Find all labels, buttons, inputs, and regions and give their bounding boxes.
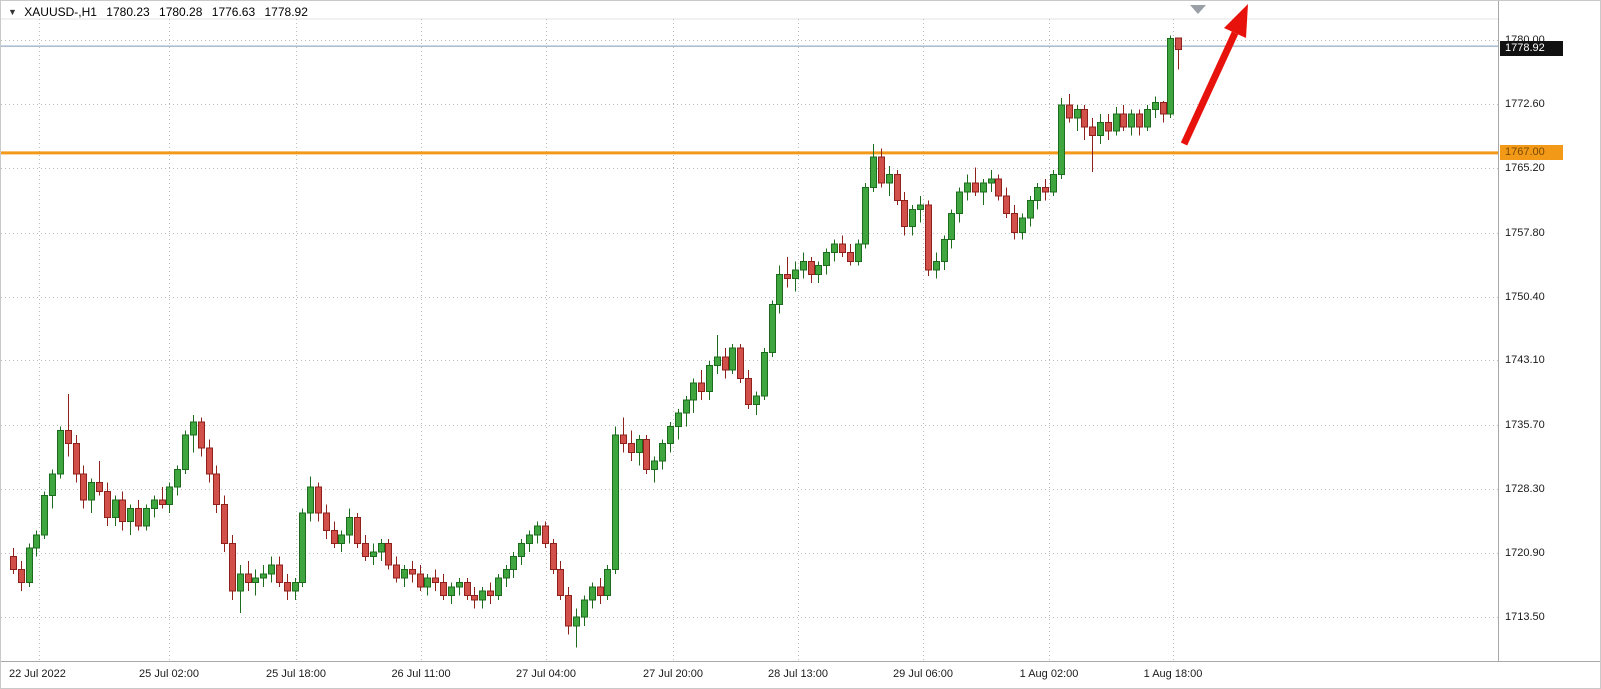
chart-canvas[interactable] (1, 1, 1498, 661)
price-axis[interactable]: 1780.00 1772.60 1765.20 1757.80 1750.40 1743.… (1498, 1, 1600, 661)
ohlc-open: 1780.23 (106, 5, 150, 19)
time-axis-label: 1 Aug 02:00 (1019, 668, 1079, 680)
price-axis-label: 1720.90 (1505, 546, 1545, 559)
time-axis-label: 1 Aug 18:00 (1143, 668, 1203, 680)
time-axis-label: 28 Jul 13:00 (768, 668, 828, 680)
time-axis-label: 22 Jul 2022 (9, 668, 66, 680)
price-axis-label: 1750.40 (1505, 290, 1545, 303)
trend-arrow-head-icon (1224, 4, 1248, 38)
price-axis-label: 1735.70 (1505, 418, 1545, 431)
symbol-dropdown-icon: ▼ (8, 7, 17, 17)
time-axis-label: 26 Jul 11:00 (391, 668, 451, 680)
price-axis-label: 1743.10 (1505, 354, 1545, 367)
time-axis[interactable]: 22 Jul 2022 25 Jul 02:00 25 Jul 18:00 26 Ju… (1, 661, 1600, 688)
candlestick-series (10, 35, 1182, 648)
time-axis-label: 27 Jul 04:00 (516, 668, 576, 680)
ohlc-low: 1776.63 (211, 5, 256, 19)
time-axis-label: 25 Jul 02:00 (139, 668, 199, 680)
hline-price-badge: 1767.00 (1500, 144, 1563, 160)
time-axis-label: 27 Jul 20:00 (643, 668, 703, 680)
current-price-badge: 1778.92 (1500, 41, 1563, 57)
ohlc-high: 1780.28 (159, 5, 203, 19)
chart-symbol-header: ▼ XAUUSD-,H1 1780.23 1780.28 1776.63 177… (8, 5, 314, 19)
time-axis-label: 29 Jul 06:00 (893, 668, 953, 680)
price-axis-label: 1772.60 (1505, 98, 1545, 111)
price-axis-label: 1757.80 (1505, 226, 1545, 239)
time-axis-label: 25 Jul 18:00 (266, 668, 326, 680)
ohlc-close: 1778.92 (264, 5, 308, 19)
price-axis-label: 1765.20 (1505, 162, 1545, 175)
price-axis-label: 1728.30 (1505, 482, 1545, 495)
grid-lines (1, 19, 1498, 661)
trend-arrow-line[interactable] (1180, 31, 1239, 146)
symbol-timeframe-label: XAUUSD-,H1 (24, 5, 97, 19)
chart-object-marker-icon[interactable] (1190, 5, 1206, 14)
price-axis-label: 1713.50 (1505, 611, 1545, 624)
